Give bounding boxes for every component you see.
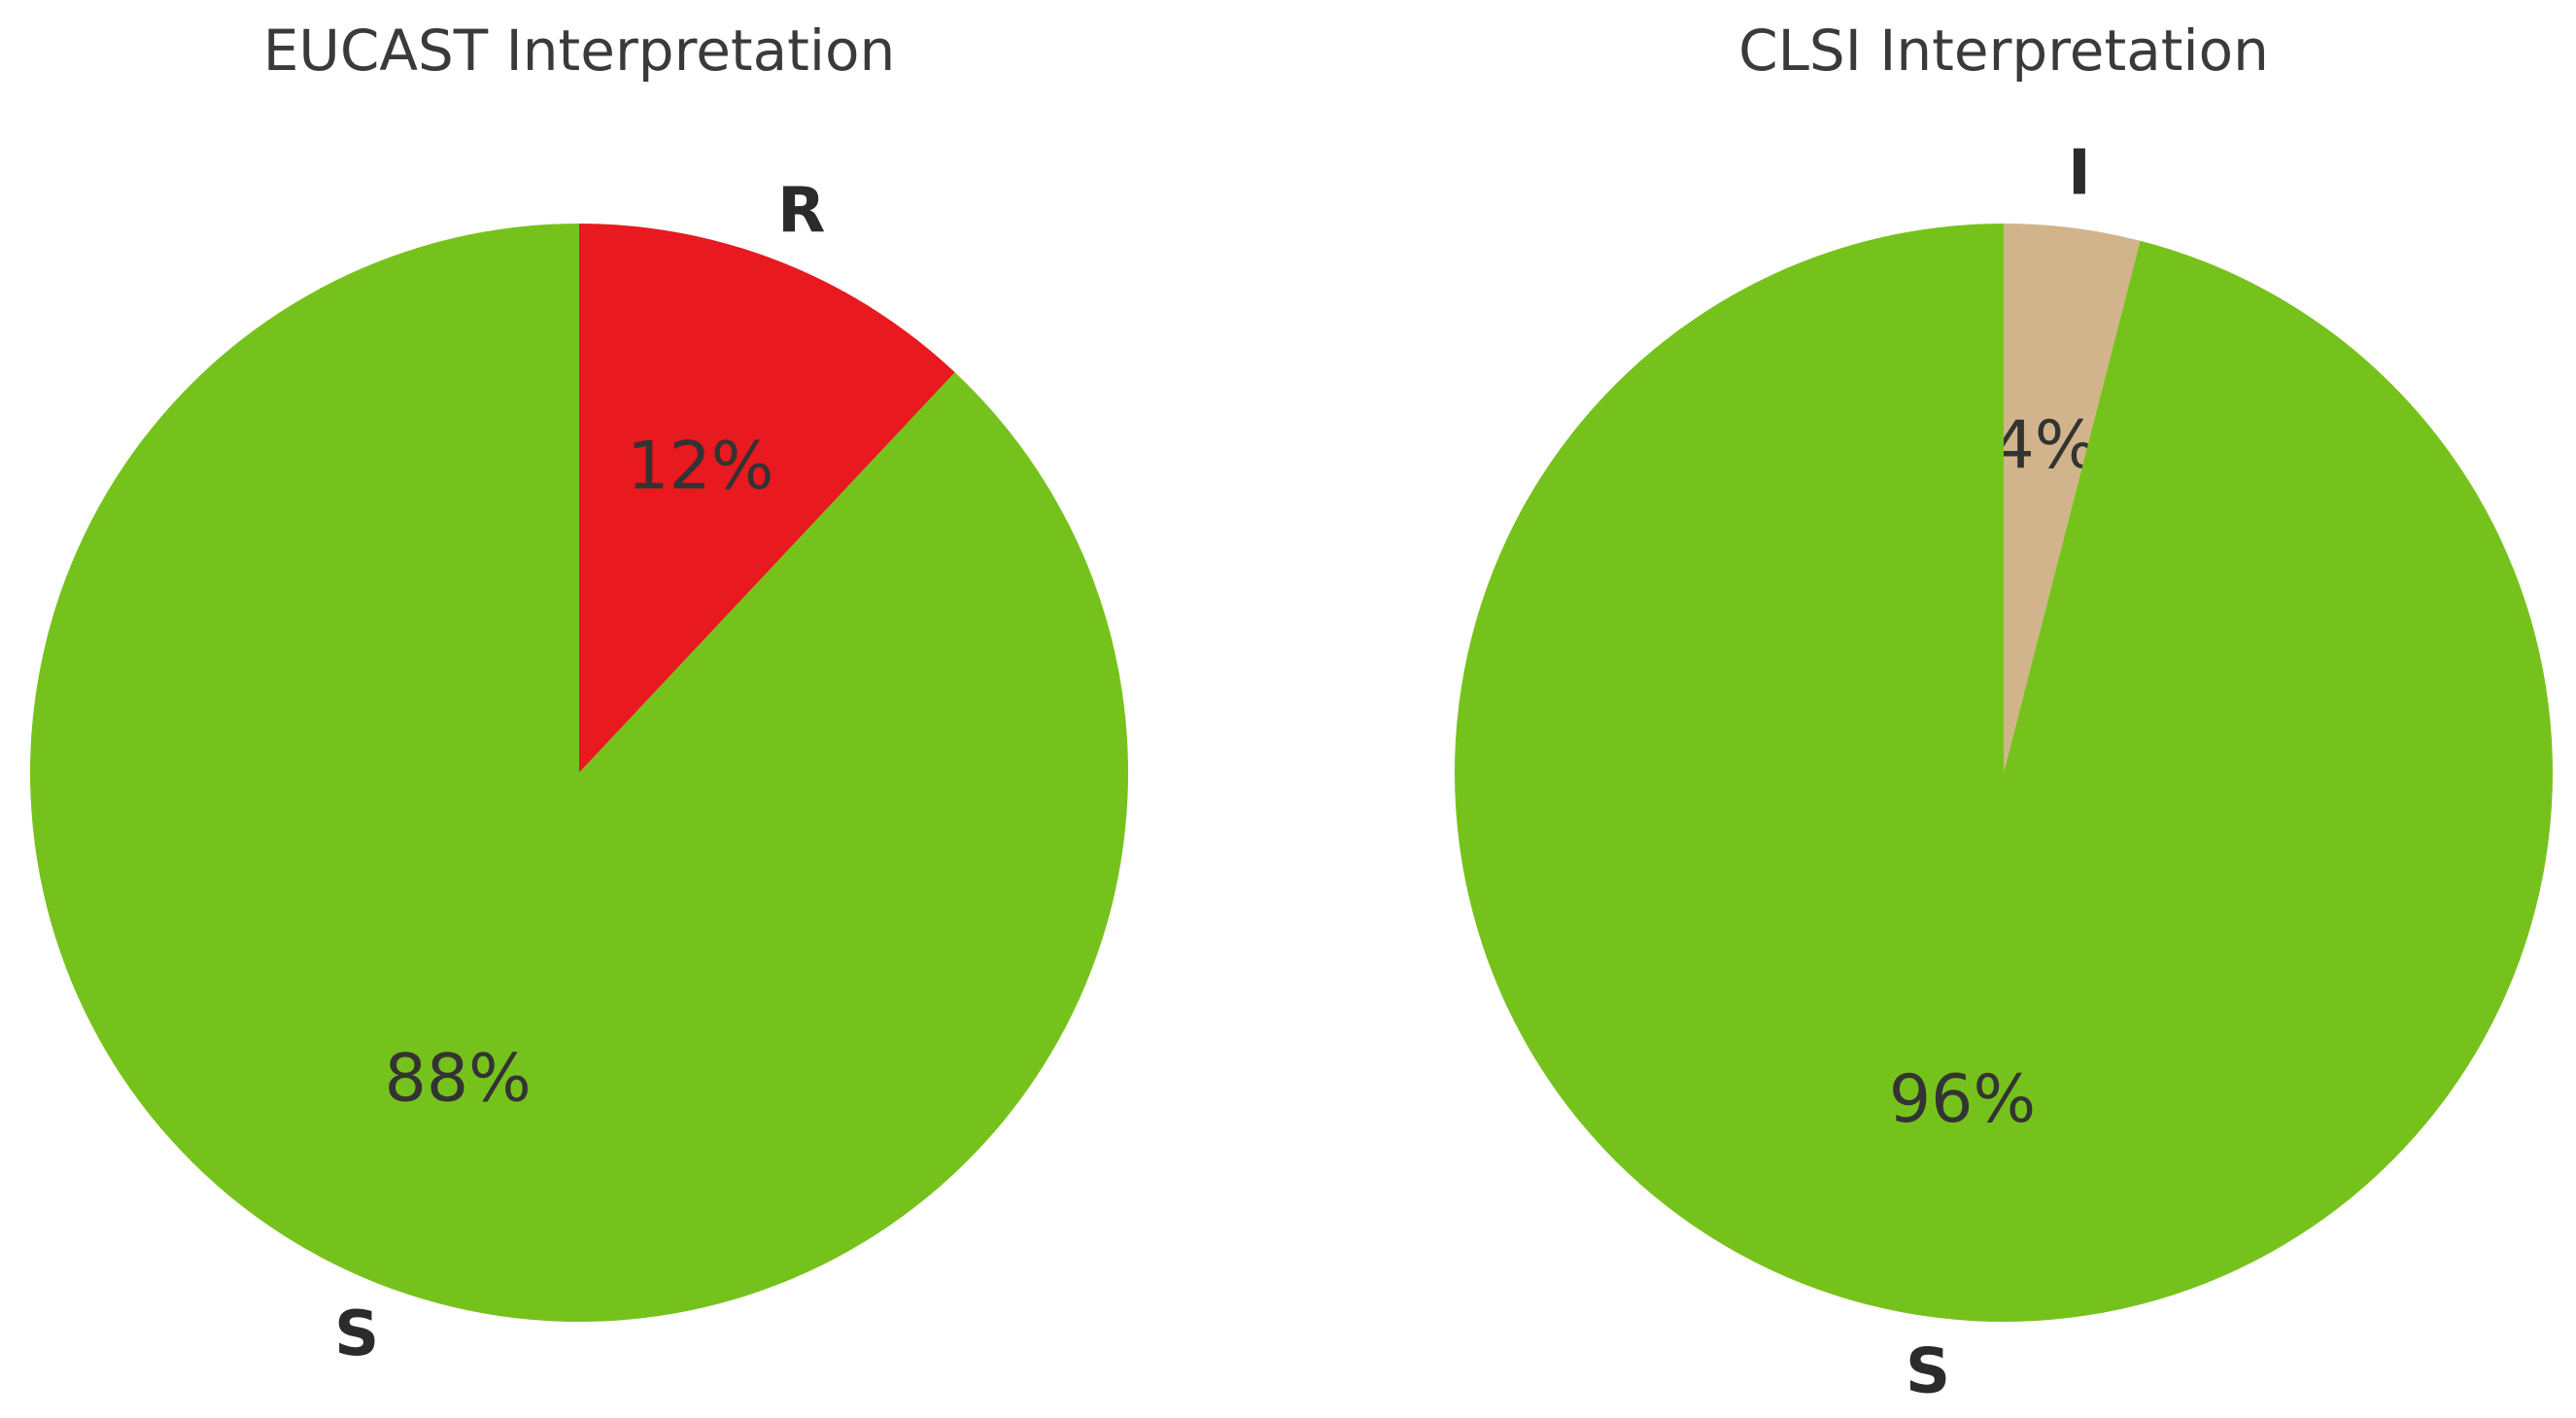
pie-slice-s [1455, 224, 2554, 1323]
slice-category-label: S [1906, 1336, 1950, 1408]
pie-slice-s [30, 224, 1129, 1322]
pie-chart-clsi: CLSI Interpretation I 4% S 96% [1455, 17, 2554, 1408]
pie-slice-r [579, 224, 955, 773]
slice-percent-label: 88% [385, 1041, 532, 1118]
chart-title-clsi: CLSI Interpretation [1738, 17, 2269, 84]
chart-title-eucast: EUCAST Interpretation [263, 17, 896, 84]
slice-percent-label: 12% [627, 428, 773, 504]
pie-slice-i [2004, 224, 2141, 773]
slice-percent-label: 96% [1889, 1061, 2036, 1138]
slice-category-label: I [2068, 137, 2091, 209]
pie-chart-eucast: EUCAST Interpretation R 12% S 88% [30, 17, 1129, 1370]
slice-percent-label: 4% [1993, 407, 2098, 484]
slice-category-label: S [334, 1298, 379, 1370]
slice-category-label: R [777, 175, 825, 247]
